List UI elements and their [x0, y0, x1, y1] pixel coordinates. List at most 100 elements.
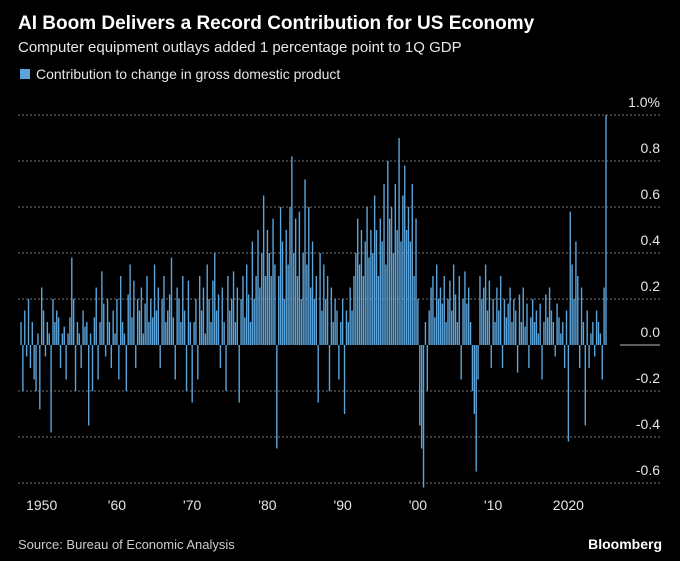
bar [142, 333, 144, 345]
bar [499, 276, 502, 345]
bar [513, 299, 515, 345]
bar [552, 322, 555, 345]
bar [411, 184, 413, 345]
bar [180, 322, 182, 345]
bar [466, 303, 468, 345]
bar [246, 264, 248, 345]
bar [198, 276, 201, 345]
bar [332, 322, 334, 345]
bar [341, 299, 344, 345]
bar [594, 345, 596, 357]
bar [447, 299, 449, 345]
bar [580, 287, 583, 345]
bar [392, 253, 395, 345]
bar [385, 264, 387, 345]
bar [560, 333, 562, 345]
bar [373, 195, 376, 345]
bar [601, 345, 603, 380]
legend-swatch [20, 69, 30, 79]
bar [415, 218, 417, 345]
x-tick-label: '70 [183, 497, 201, 513]
bar [533, 322, 536, 345]
bar [54, 322, 56, 345]
bar [364, 241, 366, 345]
bar [509, 287, 511, 345]
bar [597, 322, 600, 345]
bar [112, 310, 114, 345]
bar [543, 322, 545, 345]
bar [516, 345, 519, 373]
bar [490, 345, 492, 368]
bar [35, 345, 37, 391]
bar [503, 299, 506, 345]
bar [586, 310, 588, 345]
x-tick-label: '10 [484, 497, 502, 513]
bar [436, 264, 438, 345]
bar [251, 241, 254, 345]
bar [404, 165, 406, 345]
bar [511, 322, 513, 345]
bar [264, 276, 267, 345]
bar [108, 322, 111, 345]
bar [293, 253, 295, 345]
bar [127, 294, 129, 345]
bar [432, 276, 434, 345]
bar [520, 322, 523, 345]
bar [31, 322, 33, 345]
bar [467, 287, 470, 345]
bar [353, 276, 355, 345]
bar [494, 322, 496, 345]
bar [93, 317, 96, 345]
bar [104, 345, 107, 357]
bar [25, 345, 28, 357]
bar [217, 294, 220, 345]
bar [496, 287, 498, 345]
bar [183, 310, 186, 345]
bar [565, 310, 568, 345]
bar [298, 211, 301, 345]
bar [439, 287, 442, 345]
bar [434, 317, 436, 345]
bar [159, 345, 161, 368]
bar [383, 184, 385, 345]
bar [595, 310, 598, 345]
bar [605, 115, 607, 345]
bar [46, 322, 49, 345]
bar [588, 345, 590, 368]
x-tick-label: '60 [108, 497, 126, 513]
bar [221, 287, 223, 345]
bar [366, 207, 368, 345]
bar [168, 294, 171, 345]
bar [460, 345, 462, 380]
bar [230, 299, 233, 345]
bar [223, 322, 225, 345]
bar [343, 345, 346, 414]
bar [563, 345, 566, 368]
bar [208, 299, 210, 345]
bar [479, 276, 481, 345]
bar [550, 310, 553, 345]
bar [84, 326, 86, 345]
bar [294, 218, 297, 345]
bar [146, 276, 148, 345]
bar [215, 310, 218, 345]
bar [396, 230, 398, 345]
bar [116, 299, 118, 345]
bar [133, 280, 135, 345]
bar [420, 345, 423, 449]
bar [242, 276, 244, 345]
y-tick-label: 0.0 [641, 324, 661, 340]
bar [358, 264, 361, 345]
bar [40, 287, 43, 345]
bar [426, 345, 429, 391]
x-tick-label: '90 [334, 497, 352, 513]
brand: Bloomberg [588, 536, 662, 552]
bar [63, 326, 65, 345]
bar [37, 333, 39, 345]
bar [362, 276, 365, 345]
bar [328, 345, 331, 391]
bar [189, 322, 191, 345]
bar [121, 322, 124, 345]
y-tick-label: 0.6 [641, 186, 661, 202]
bar [419, 345, 421, 426]
